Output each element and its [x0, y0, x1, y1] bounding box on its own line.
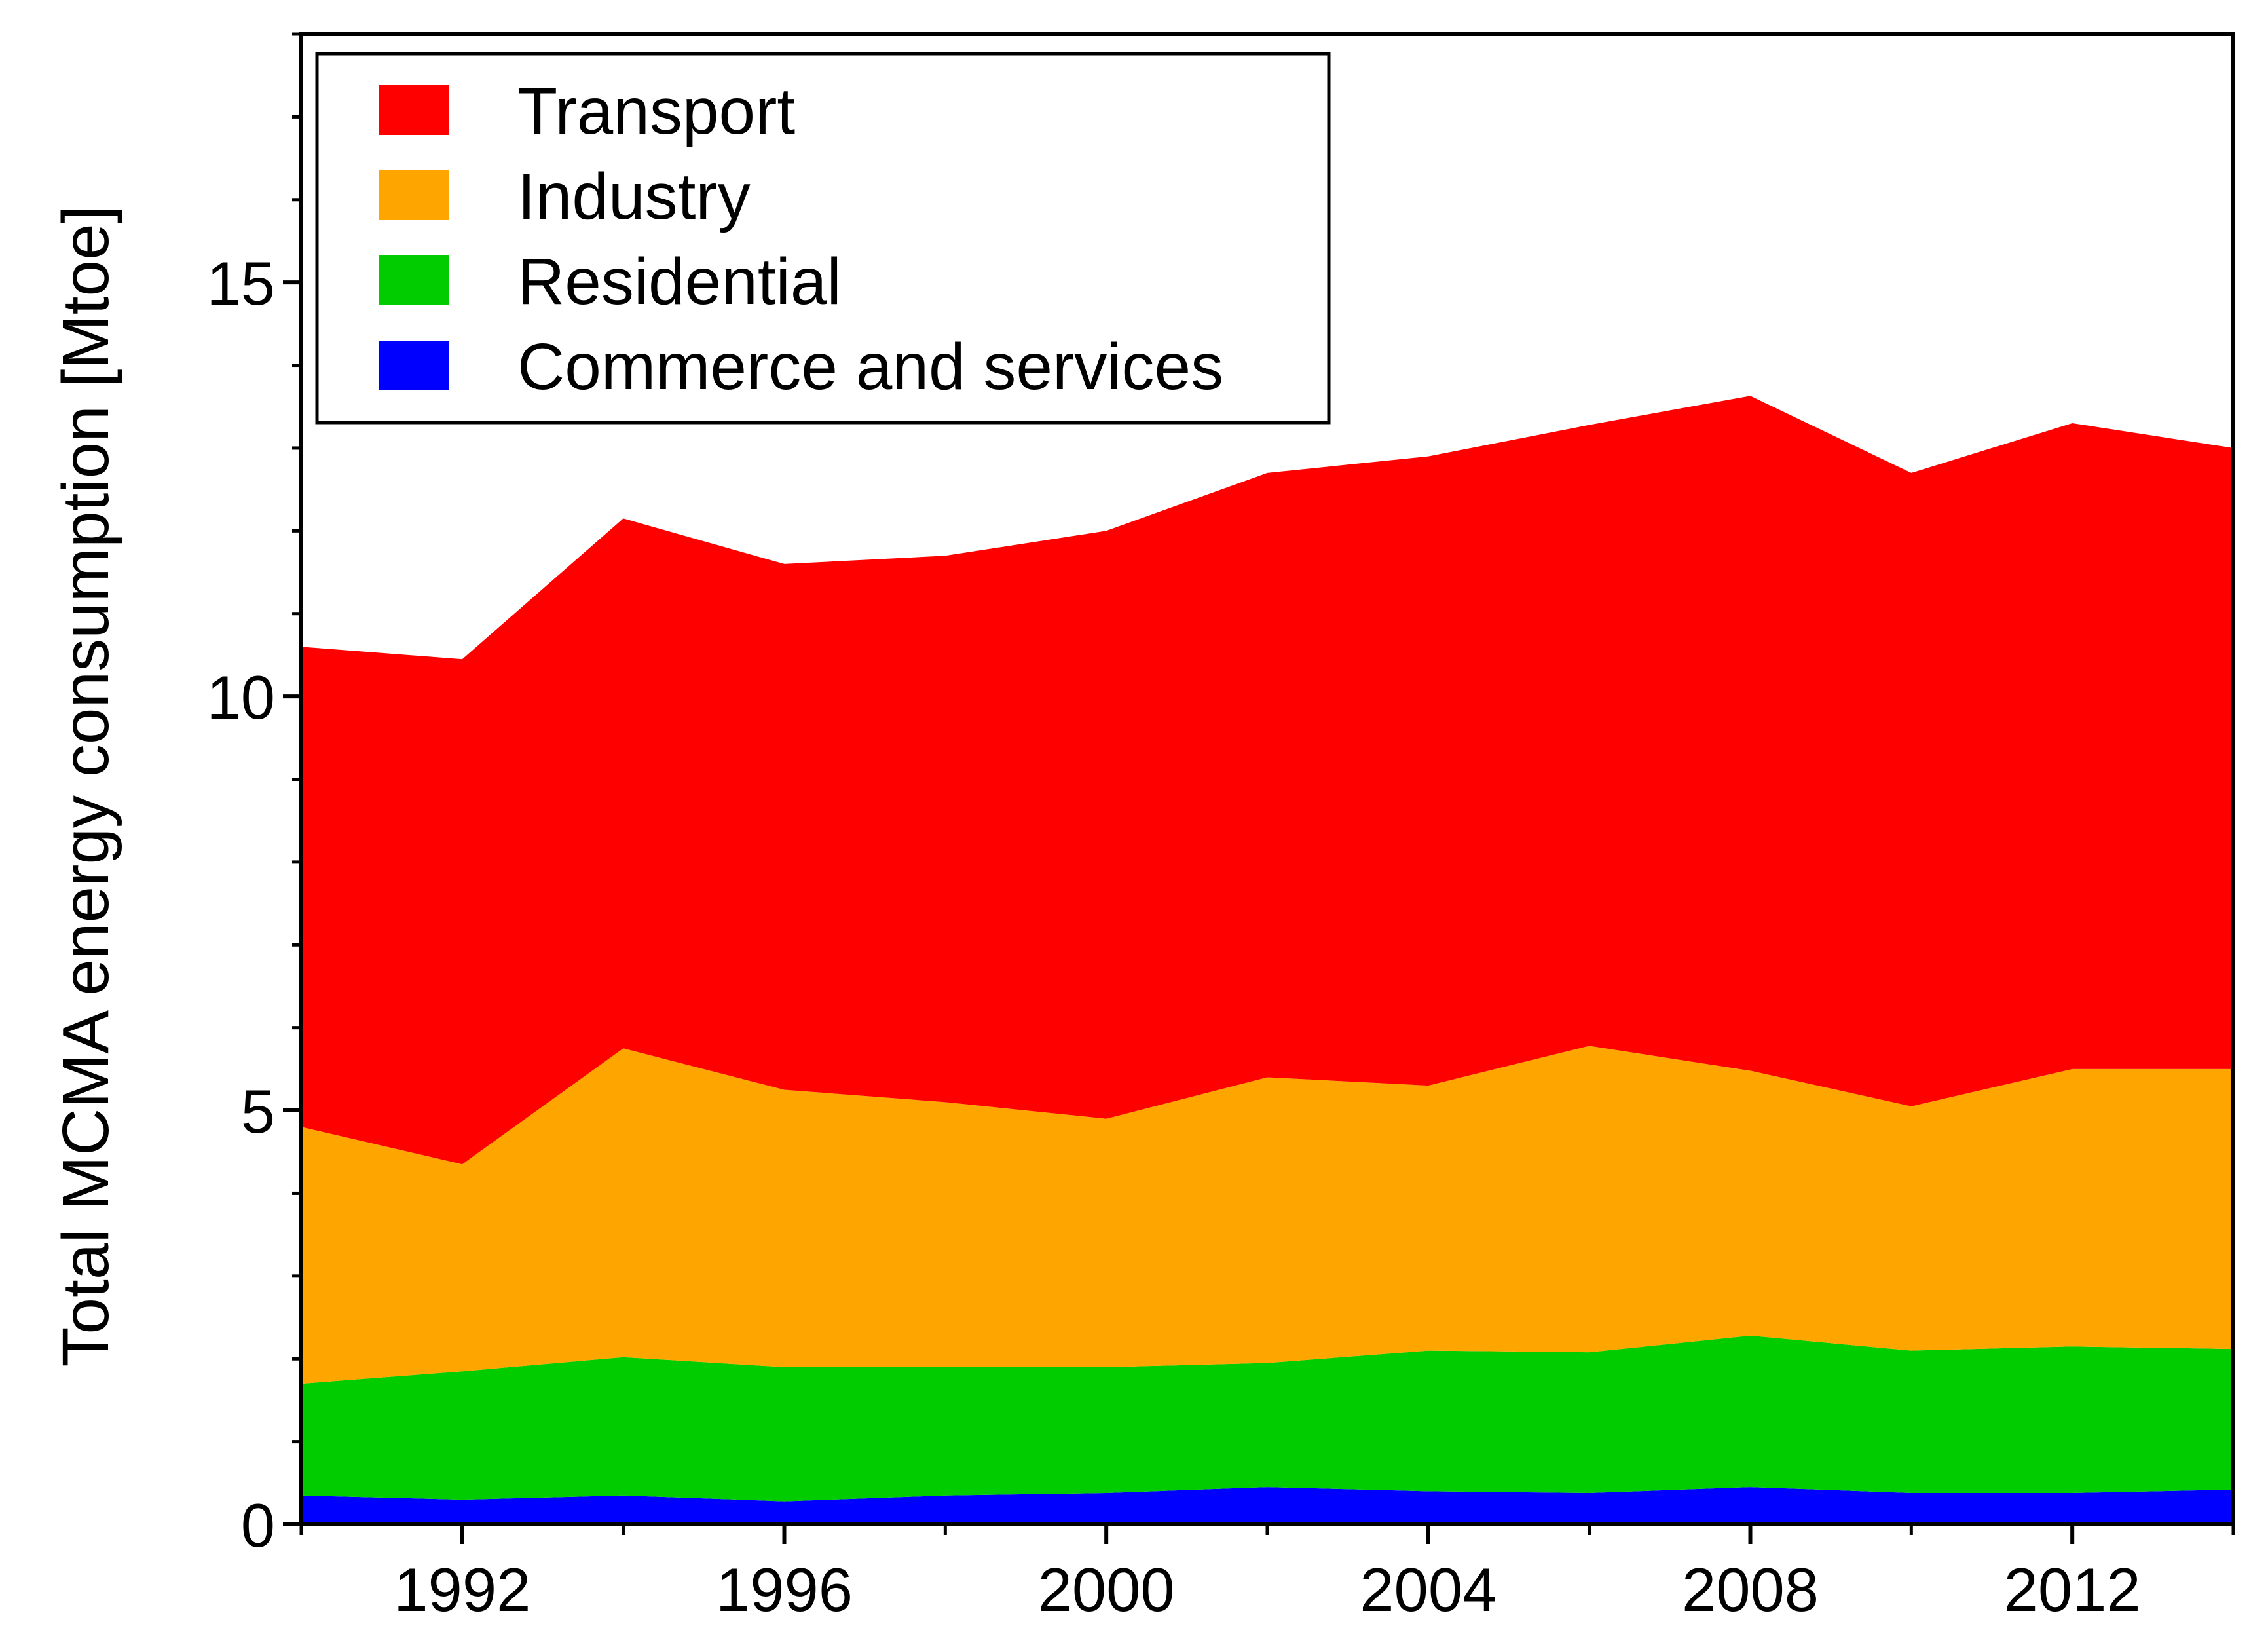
axis-ticks: 0 5 10 15 1992 1996 2000 2004 2008 2012: [206, 32, 2235, 1624]
x-tick-label: 2008: [1682, 1555, 1819, 1624]
legend-label-commerce-and-services: Commerce and services: [517, 330, 1223, 404]
legend-swatch-transport: [379, 85, 449, 135]
y-tick-label: 10: [206, 663, 275, 732]
y-axis-title: Total MCMA energy consumption [Mtoe]: [49, 206, 122, 1367]
legend-frame: [315, 52, 1331, 425]
area-commerce-and-services: [301, 1487, 2233, 1524]
x-tick-label: 2000: [1038, 1555, 1175, 1624]
x-tick-label: 2012: [2004, 1555, 2141, 1624]
x-tick-label: 2004: [1360, 1555, 1497, 1624]
x-tick-label: 1996: [716, 1555, 853, 1624]
legend: Transport Industry Residential Commerce and…: [315, 52, 1331, 425]
legend-label-residential: Residential: [517, 245, 842, 318]
area-transport: [301, 396, 2233, 1165]
y-tick-label: 0: [241, 1491, 275, 1560]
area-industry: [301, 1046, 2233, 1384]
legend-swatch-industry: [379, 170, 449, 220]
legend-swatch-commerce-and-services: [379, 341, 449, 390]
area-layers: [301, 396, 2233, 1524]
y-tick-label: 5: [241, 1077, 275, 1146]
y-tick-label: 15: [206, 249, 275, 318]
x-tick-label: 1992: [394, 1555, 530, 1624]
legend-label-transport: Transport: [517, 75, 795, 148]
legend-label-industry: Industry: [517, 160, 751, 233]
area-residential: [301, 1335, 2233, 1502]
legend-swatch-residential: [379, 255, 449, 305]
